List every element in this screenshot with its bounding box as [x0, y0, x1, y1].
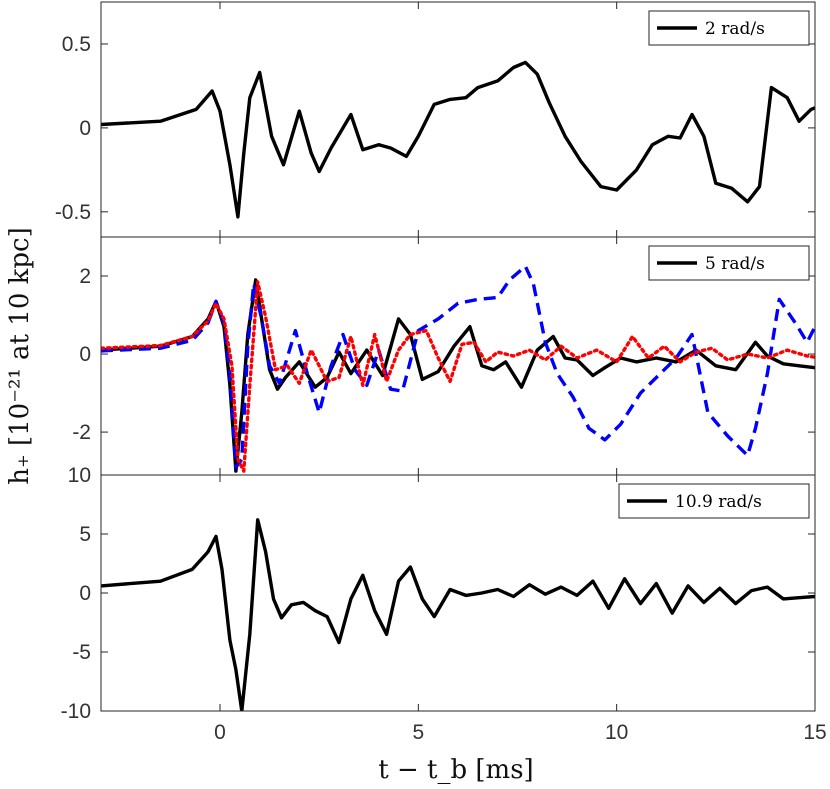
- y-tick-label: 0: [79, 117, 91, 140]
- x-tick-label: 10: [605, 721, 628, 744]
- series-group: [101, 264, 815, 473]
- legend: 2 rad/s: [648, 10, 810, 46]
- series-group: [101, 518, 815, 711]
- series-line-series-red: [101, 280, 815, 473]
- series-line-2-rad-s: [101, 60, 815, 219]
- y-tick-label: -10: [61, 700, 91, 723]
- y-tick-label: 0: [79, 343, 91, 366]
- panels-layer: -0.5 0 0.5 2 rad/s -2 0 2 5 rad/s -10 -5 0 5 10 10.9 …: [55, 1, 827, 744]
- y-tick-label: -5: [72, 641, 91, 664]
- x-axis-title: t − t_b [ms]: [378, 755, 533, 785]
- y-tick-label: 10: [68, 464, 91, 487]
- y-tick-label: 0: [79, 582, 91, 605]
- panel-3: -10 -5 0 5 10 10.9 rad/s: [61, 464, 816, 723]
- panel-1: -0.5 0 0.5 2 rad/s: [55, 1, 816, 238]
- x-tick-label: 15: [803, 721, 826, 744]
- y-axis-title: h₊ [10⁻²¹ at 10 kpc]: [5, 227, 35, 484]
- legend-label: 2 rad/s: [705, 19, 765, 39]
- x-tick-label: 5: [412, 721, 424, 744]
- panel-2: -2 0 2 5 rad/s: [72, 236, 816, 476]
- y-tick-label: 5: [79, 523, 91, 546]
- legend: 10.9 rad/s: [618, 483, 810, 519]
- y-tick-label: 0.5: [62, 33, 91, 56]
- y-tick-label: 2: [79, 265, 91, 288]
- series-group: [101, 60, 815, 219]
- x-tick-label: 0: [214, 721, 226, 744]
- legend: 5 rad/s: [648, 245, 810, 281]
- y-tick-label: -2: [72, 421, 91, 444]
- series-line-10-9-rad-s: [101, 518, 815, 711]
- y-tick-label: -0.5: [55, 201, 91, 224]
- series-line-series-blue: [101, 264, 815, 469]
- series-line-5-rad-s: [101, 278, 815, 473]
- legend-label: 5 rad/s: [705, 254, 765, 274]
- legend-label: 10.9 rad/s: [675, 492, 762, 512]
